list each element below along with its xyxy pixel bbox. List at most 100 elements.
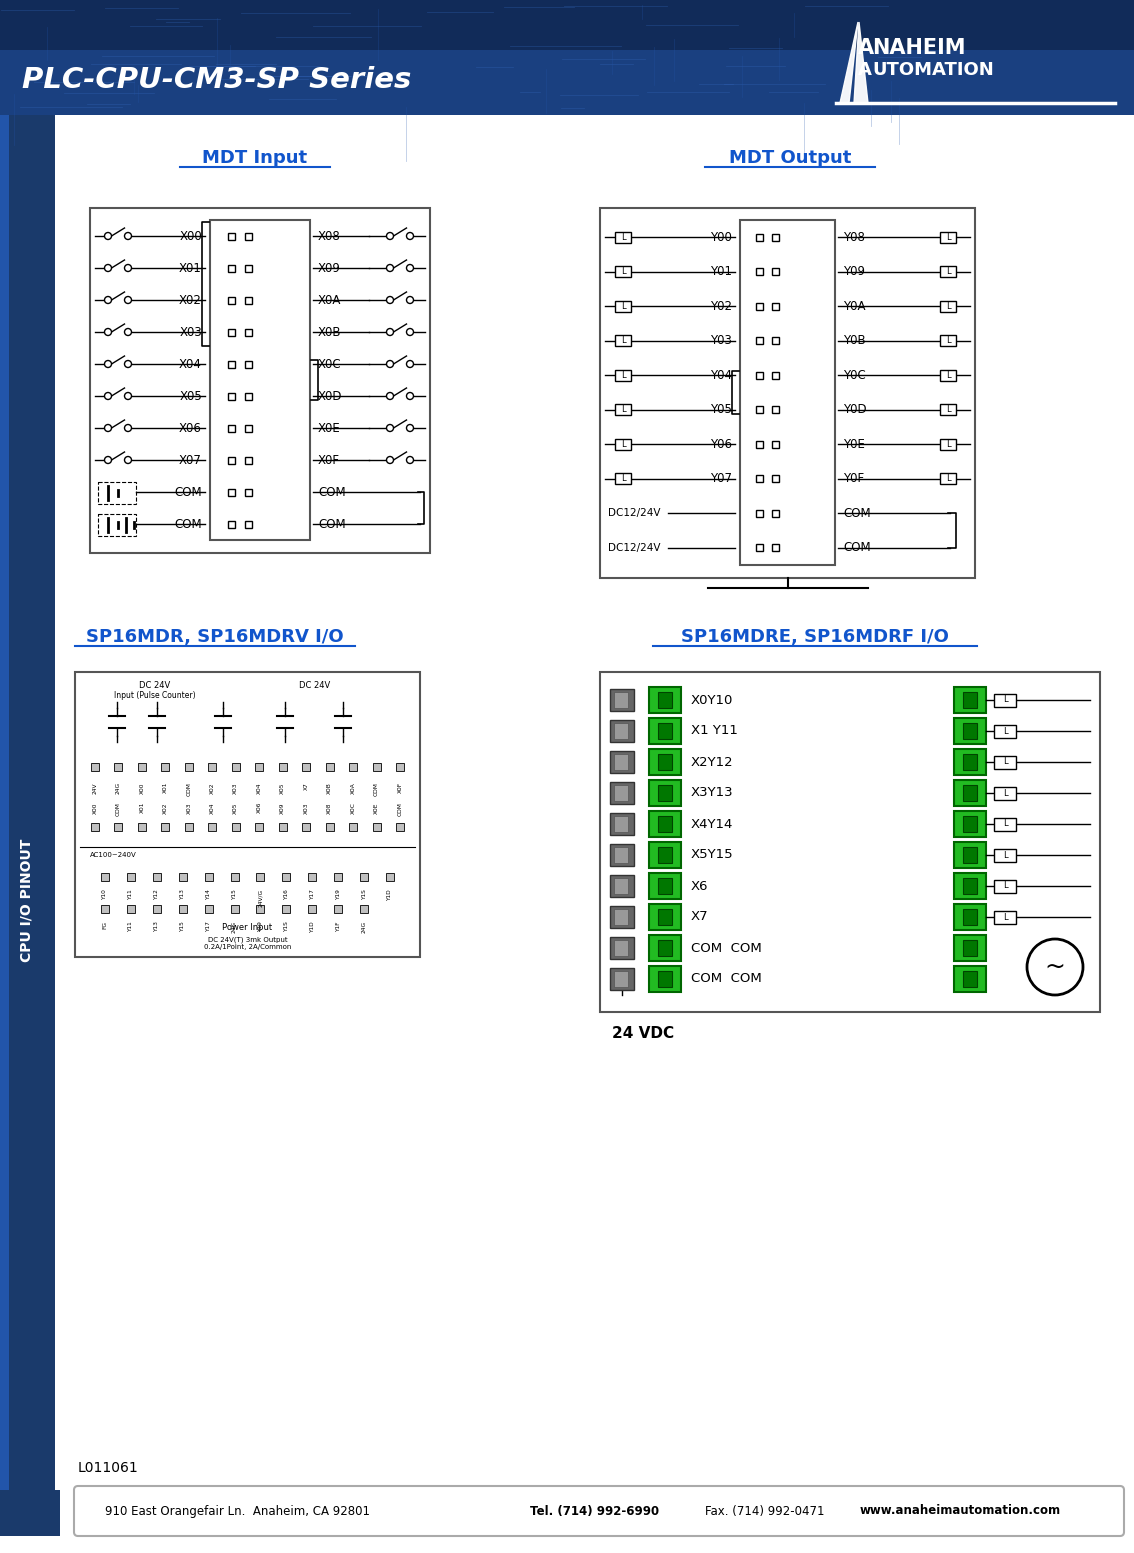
Text: 24 VDC: 24 VDC [612, 1027, 674, 1042]
Bar [756, 235, 763, 241]
Text: L: L [1002, 727, 1007, 736]
Bar [963, 909, 978, 926]
Text: Y19: Y19 [257, 921, 263, 932]
Text: Y11: Y11 [128, 888, 134, 899]
Bar [940, 474, 956, 485]
Text: Y0C: Y0C [843, 368, 865, 382]
Text: X03: X03 [179, 326, 202, 339]
Text: X7: X7 [304, 783, 308, 790]
Text: COM: COM [318, 517, 346, 531]
Text: X02: X02 [163, 801, 168, 814]
Bar [658, 693, 672, 708]
Text: Y05: Y05 [710, 404, 733, 416]
Bar [649, 780, 682, 806]
Bar [245, 233, 252, 239]
Text: L: L [946, 405, 950, 415]
Bar [756, 269, 763, 275]
Text: L: L [946, 267, 950, 276]
Bar [772, 475, 779, 483]
Bar [613, 693, 628, 708]
Bar [772, 441, 779, 447]
Bar [954, 811, 985, 837]
Text: 24V: 24V [93, 783, 98, 794]
Text: Y11: Y11 [128, 921, 134, 932]
Bar [349, 823, 357, 831]
Bar [396, 763, 404, 770]
Bar [90, 208, 430, 553]
Text: X09: X09 [280, 801, 285, 814]
Text: COM  COM: COM COM [691, 972, 762, 986]
Bar [963, 877, 978, 895]
Text: L: L [620, 405, 625, 415]
Text: Y10: Y10 [102, 888, 108, 899]
Bar [756, 544, 763, 551]
Bar [153, 905, 161, 913]
Bar [204, 905, 213, 913]
Bar [610, 874, 634, 898]
Bar [610, 690, 634, 711]
Bar [649, 749, 682, 775]
Bar [228, 393, 235, 399]
Text: Y0F: Y0F [843, 472, 864, 485]
Text: SP16MDR, SP16MDRV I/O: SP16MDR, SP16MDRV I/O [86, 627, 344, 646]
Bar [610, 721, 634, 742]
Text: X7: X7 [691, 910, 709, 924]
Bar [995, 817, 1016, 831]
Text: X0B: X0B [318, 326, 341, 339]
Text: X00: X00 [93, 801, 98, 814]
Bar [613, 909, 628, 926]
Text: AC100~240V: AC100~240V [90, 853, 136, 857]
Bar [613, 724, 628, 739]
Text: Y0A: Y0A [843, 300, 865, 312]
Text: X00: X00 [179, 230, 202, 242]
Circle shape [387, 329, 393, 335]
Bar [756, 337, 763, 345]
Bar [954, 966, 985, 992]
Bar [228, 520, 235, 528]
Text: X06: X06 [256, 801, 262, 814]
Text: Y04: Y04 [710, 368, 733, 382]
Bar [75, 672, 420, 957]
Bar [0, 0, 1134, 50]
Bar [231, 763, 239, 770]
Bar [658, 971, 672, 988]
Bar [649, 904, 682, 930]
Bar [302, 823, 311, 831]
Text: A: A [858, 61, 872, 79]
Bar [98, 481, 136, 505]
Circle shape [387, 297, 393, 303]
Polygon shape [840, 22, 858, 102]
Text: X06: X06 [179, 421, 202, 435]
Bar [940, 301, 956, 312]
Text: X05: X05 [280, 783, 285, 794]
Bar [772, 509, 779, 517]
Bar [772, 269, 779, 275]
Text: X09: X09 [318, 261, 341, 275]
Bar [228, 489, 235, 495]
Bar [245, 393, 252, 399]
Bar [610, 814, 634, 836]
Circle shape [406, 329, 414, 335]
Bar [245, 264, 252, 272]
Bar [185, 823, 193, 831]
Bar [0, 115, 9, 1505]
Bar [649, 717, 682, 744]
Text: L: L [620, 301, 625, 311]
Bar [282, 873, 290, 881]
Bar [756, 475, 763, 483]
Bar [613, 784, 628, 801]
Text: Y0D: Y0D [843, 404, 866, 416]
Bar [954, 780, 985, 806]
Bar [138, 823, 146, 831]
Bar [954, 717, 985, 744]
Text: Y17: Y17 [310, 888, 315, 899]
Text: X01: X01 [163, 783, 168, 794]
Bar [995, 694, 1016, 707]
Text: COM: COM [843, 542, 871, 554]
Bar [185, 763, 193, 770]
Circle shape [406, 393, 414, 399]
Text: Y02: Y02 [710, 300, 733, 312]
Text: Y08: Y08 [843, 231, 865, 244]
Bar [615, 301, 631, 312]
Text: COM: COM [374, 783, 379, 795]
